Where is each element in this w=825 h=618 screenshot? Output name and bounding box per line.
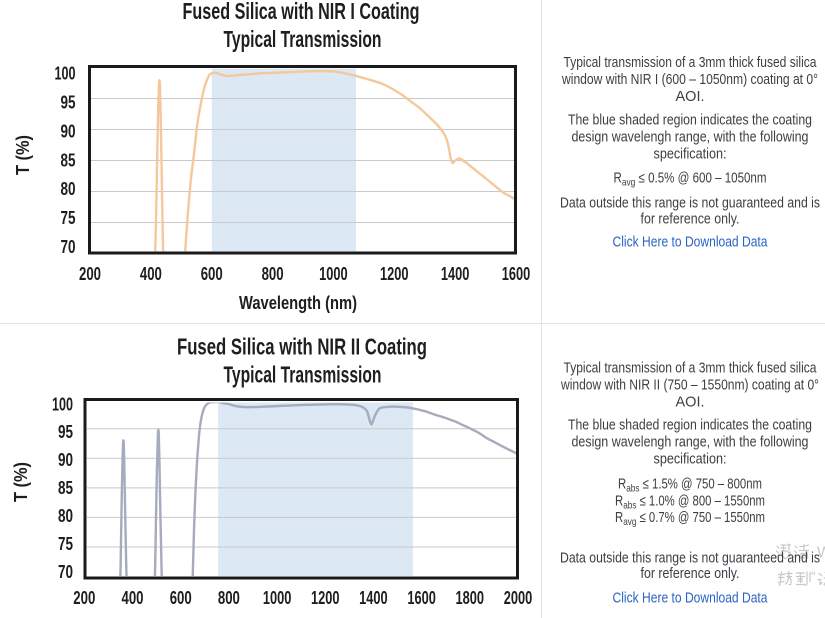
svg-text:Rabs ≤ 1.5% @ 750 – 800nm: Rabs ≤ 1.5% @ 750 – 800nm: [618, 477, 762, 495]
svg-text:800: 800: [262, 264, 284, 284]
svg-text:1800: 1800: [456, 588, 485, 608]
svg-text:85: 85: [58, 478, 73, 498]
svg-text:T (%): T (%): [13, 135, 33, 175]
svg-text:1200: 1200: [311, 588, 340, 608]
svg-text:AOI.: AOI.: [676, 395, 705, 411]
svg-text:Data outside this range is not: Data outside this range is not guarantee…: [560, 195, 820, 211]
svg-text:2000: 2000: [504, 588, 533, 608]
svg-text:Typical Transmission: Typical Transmission: [224, 26, 382, 52]
svg-text:100: 100: [52, 394, 73, 414]
svg-text:Typical transmission of a 3mm: Typical transmission of a 3mm thick fuse…: [564, 55, 818, 71]
svg-text:1200: 1200: [380, 264, 409, 284]
svg-text:specification:: specification:: [654, 452, 727, 468]
svg-text:600: 600: [170, 588, 192, 608]
svg-text:70: 70: [58, 562, 73, 582]
svg-text:The blue shaded region indicat: The blue shaded region indicates the coa…: [568, 112, 812, 128]
svg-text:90: 90: [61, 121, 76, 141]
svg-text:400: 400: [122, 588, 144, 608]
svg-text:design wavelengh range, with t: design wavelengh range, with the followi…: [572, 435, 809, 451]
svg-text:design wavelengh range, with t: design wavelengh range, with the followi…: [572, 129, 809, 145]
svg-text:80: 80: [61, 179, 76, 199]
svg-text:90: 90: [58, 450, 73, 470]
svg-text:Ravg ≤ 0.5% @ 600 – 1050nm: Ravg ≤ 0.5% @ 600 – 1050nm: [614, 171, 767, 189]
svg-text:Click Here to Download Data: Click Here to Download Data: [613, 590, 769, 606]
svg-text:The blue shaded region indicat: The blue shaded region indicates the coa…: [568, 418, 812, 434]
svg-text:75: 75: [61, 208, 76, 228]
svg-text:95: 95: [61, 93, 76, 113]
svg-text:window with NIR II (750 – 1550: window with NIR II (750 – 1550nm) coatin…: [560, 378, 819, 394]
svg-text:85: 85: [61, 150, 76, 170]
svg-text:for reference only.: for reference only.: [641, 566, 740, 582]
svg-text:AOI.: AOI.: [676, 89, 705, 105]
svg-text:75: 75: [58, 534, 73, 554]
svg-text:1600: 1600: [407, 588, 436, 608]
svg-text:Typical transmission of a 3mm: Typical transmission of a 3mm thick fuse…: [564, 361, 818, 377]
svg-text:Fused Silica with NIR II Coati: Fused Silica with NIR II Coating: [177, 333, 427, 359]
svg-text:Typical Transmission: Typical Transmission: [224, 362, 382, 388]
svg-text:Wavelength (nm): Wavelength (nm): [239, 293, 357, 313]
svg-text:200: 200: [79, 264, 101, 284]
svg-text:window with NIR I (600 – 1050n: window with NIR I (600 – 1050nm) coating…: [561, 72, 818, 88]
svg-text:Data outside this range is not: Data outside this range is not guarantee…: [560, 550, 820, 566]
svg-text:for reference only.: for reference only.: [641, 212, 740, 228]
svg-text:1400: 1400: [359, 588, 388, 608]
svg-text:“: “: [811, 568, 816, 584]
svg-text:Ravg ≤ 0.7% @ 750 – 1550nm: Ravg ≤ 0.7% @ 750 – 1550nm: [615, 510, 765, 528]
svg-text:400: 400: [140, 264, 162, 284]
svg-text:1600: 1600: [502, 264, 531, 284]
svg-text:1400: 1400: [441, 264, 470, 284]
svg-text:70: 70: [61, 237, 76, 257]
svg-text:T (%): T (%): [11, 462, 31, 502]
svg-text:Click Here to Download Data: Click Here to Download Data: [613, 235, 769, 251]
svg-text:1000: 1000: [263, 588, 292, 608]
svg-text:1000: 1000: [319, 264, 348, 284]
svg-text:80: 80: [58, 506, 73, 526]
svg-text:95: 95: [58, 422, 73, 442]
svg-text:100: 100: [55, 64, 76, 84]
svg-text:specification:: specification:: [654, 146, 727, 162]
svg-text:Rabs ≤ 1.0% @ 800 – 1550nm: Rabs ≤ 1.0% @ 800 – 1550nm: [615, 494, 765, 512]
svg-text:200: 200: [73, 588, 95, 608]
svg-text:800: 800: [218, 588, 240, 608]
svg-text:W: W: [817, 545, 825, 562]
svg-text:Fused Silica with NIR I Coatin: Fused Silica with NIR I Coating: [183, 0, 420, 24]
svg-text:600: 600: [201, 264, 223, 284]
